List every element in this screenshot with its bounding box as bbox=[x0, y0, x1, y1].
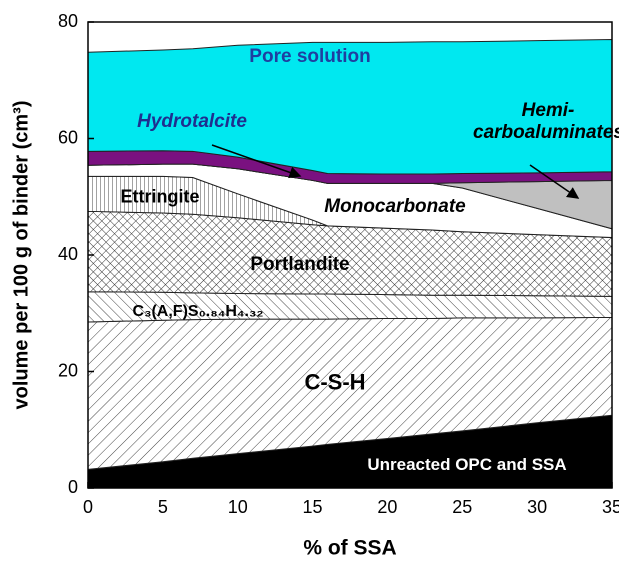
x-tick-label: 30 bbox=[527, 497, 547, 517]
area-label: Hemi-carboaluminates bbox=[473, 100, 619, 143]
x-tick-label: 25 bbox=[452, 497, 472, 517]
x-tick-label: 0 bbox=[83, 497, 93, 517]
area-label: Hydrotalcite bbox=[137, 111, 247, 133]
y-tick-label: 0 bbox=[68, 477, 78, 497]
area-label: C-S-H bbox=[304, 369, 366, 395]
x-tick-label: 10 bbox=[228, 497, 248, 517]
y-axis-title: volume per 100 g of binder (cm³) bbox=[10, 101, 32, 410]
area-label: C₃(A,F)S₀.₈₄H₄.₃₂ bbox=[132, 302, 264, 320]
area-label: Ettringite bbox=[120, 186, 200, 207]
x-axis-title: % of SSA bbox=[303, 537, 396, 560]
y-tick-label: 40 bbox=[58, 244, 78, 264]
arrow bbox=[211, 144, 302, 179]
y-tick-label: 20 bbox=[58, 360, 78, 380]
area-label: Monocarbonate bbox=[324, 196, 466, 218]
area-label: Portlandite bbox=[250, 254, 350, 276]
x-tick-label: 20 bbox=[377, 497, 397, 517]
x-tick-label: 15 bbox=[303, 497, 323, 517]
x-tick-label: 5 bbox=[158, 497, 168, 517]
y-tick-label: 80 bbox=[58, 11, 78, 31]
area-label: Pore solution bbox=[249, 46, 371, 68]
y-tick-label: 60 bbox=[58, 127, 78, 147]
arrow bbox=[529, 164, 580, 199]
area-label: Unreacted OPC and SSA bbox=[367, 455, 567, 475]
x-tick-label: 35 bbox=[602, 497, 619, 517]
